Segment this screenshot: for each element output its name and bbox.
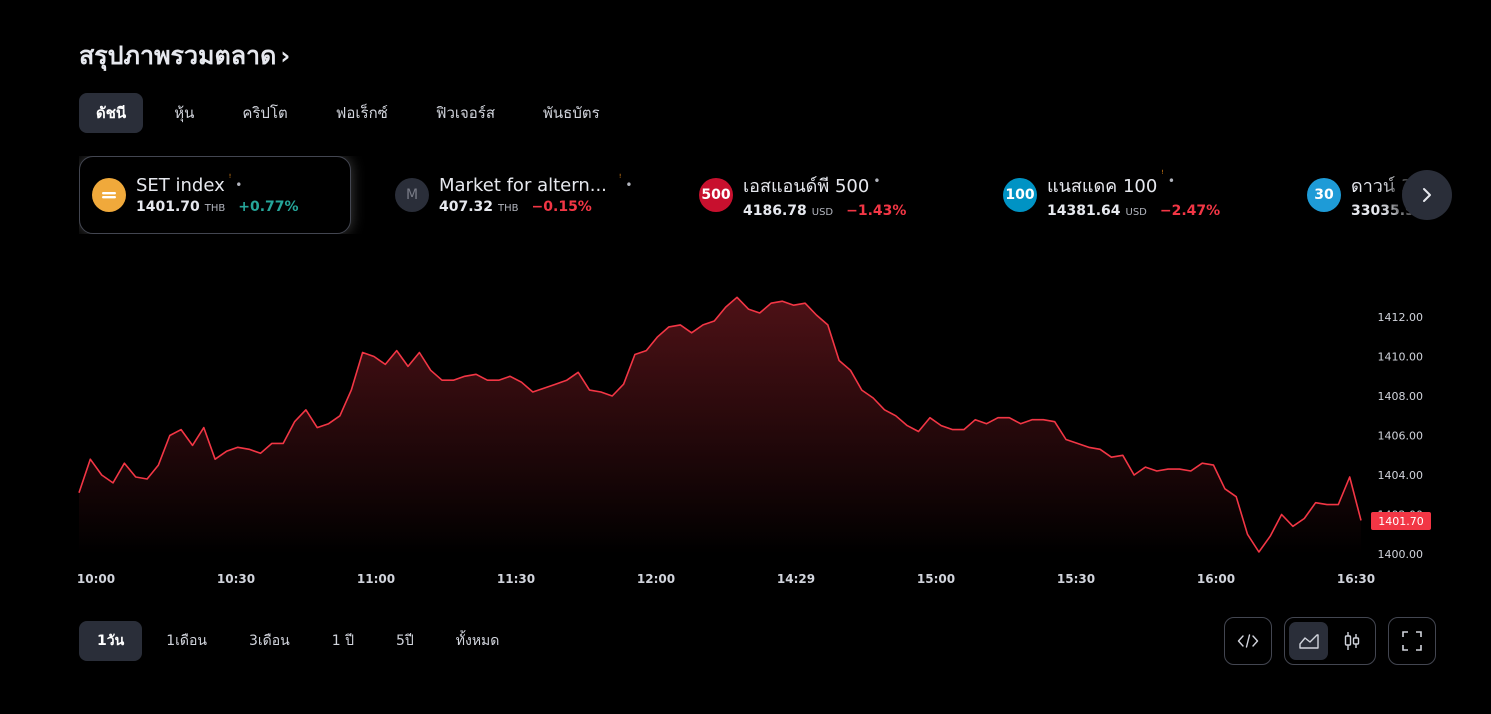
page-title-text: สรุปภาพรวมตลาด: [79, 41, 277, 70]
delayed-flag-icon: ꜝ: [1161, 169, 1164, 180]
range-all[interactable]: ทั้งหมด: [455, 633, 500, 649]
x-tick-label: 15:00: [917, 572, 955, 586]
range-5y[interactable]: 5ปี: [395, 633, 414, 649]
delayed-flag-icon: ꜝ: [228, 173, 232, 184]
chart-price-line: [78, 296, 1362, 553]
ticker-name: เอสแอนด์พี 500: [743, 176, 870, 197]
last-price-label: 1401.70: [1371, 512, 1431, 530]
x-tick-label: 10:30: [217, 572, 255, 586]
ticker-currency: THB: [204, 203, 226, 214]
ticker-card-spx[interactable]: 500 เอสแอนด์พี 500 • 4186.78 USD −1.43%: [687, 156, 959, 234]
delayed-flag-icon: ꜝ: [618, 173, 622, 184]
fullscreen-icon: [1402, 631, 1422, 651]
ticker-currency: THB: [498, 203, 519, 214]
ticker-change: +0.77%: [238, 199, 299, 215]
x-tick-label: 12:00: [637, 572, 675, 586]
chevron-right-icon: [1423, 188, 1431, 202]
ticker-card-ndx[interactable]: 100 แนสแดค 100 ꜝ • 14381.64 USD −2.47%: [991, 156, 1263, 234]
tab-indices[interactable]: ดัชนี: [79, 93, 144, 133]
y-tick-label: 1410.00: [1378, 351, 1424, 364]
area-chart-icon: [1298, 634, 1319, 649]
range-1d[interactable]: 1วัน: [79, 621, 143, 661]
category-tabs: ดัชนี หุ้น คริปโต ฟอเร็กซ์ ฟิวเจอร์ส พัน…: [79, 93, 631, 133]
ticker-price: 4186.78: [743, 203, 807, 219]
tab-stocks[interactable]: หุ้น: [174, 104, 195, 122]
ndx-logo-icon: 100: [1003, 178, 1037, 212]
chevron-right-icon: ›: [280, 42, 291, 70]
ticker-name: SET index: [136, 175, 225, 196]
last-price-text: 1401.70: [1378, 515, 1424, 528]
x-tick-label: 11:30: [497, 572, 535, 586]
market-status-icon: •: [235, 178, 243, 192]
spx-logo-icon: 500: [699, 178, 733, 212]
x-tick-label: 16:00: [1197, 572, 1235, 586]
ticker-name: แนสแดค 100: [1047, 176, 1158, 197]
ticker-change: −1.43%: [846, 203, 907, 219]
carousel-next-button[interactable]: [1402, 170, 1452, 220]
ticker-price: 407.32: [439, 199, 494, 215]
area-chart-button[interactable]: [1289, 622, 1328, 660]
range-tabs: 1วัน 1เดือน 3เดือน 1 ปี 5ปี ทั้งหมด: [79, 621, 523, 661]
range-1m[interactable]: 1เดือน: [166, 633, 207, 649]
mai-logo-icon: M: [395, 178, 429, 212]
ticker-price: 14381.64: [1047, 203, 1121, 219]
range-1y[interactable]: 1 ปี: [331, 633, 354, 649]
set-logo-icon: [92, 178, 126, 212]
ticker-name: Market for altern...: [439, 175, 607, 196]
code-icon: [1237, 634, 1259, 648]
y-tick-label: 1400.00: [1378, 548, 1424, 561]
ticker-carousel: SET index ꜝ • 1401.70 THB +0.77% M Marke…: [79, 156, 1429, 234]
ticker-change: −0.15%: [531, 199, 592, 215]
ticker-price: 1401.70: [136, 199, 200, 215]
candlestick-icon: [1344, 632, 1359, 650]
x-tick-label: 10:00: [77, 572, 115, 586]
ticker-currency: USD: [1125, 207, 1147, 218]
page-title[interactable]: สรุปภาพรวมตลาด ›: [79, 36, 290, 76]
tab-futures[interactable]: ฟิวเจอร์ส: [435, 104, 496, 122]
fullscreen-button[interactable]: [1388, 617, 1436, 665]
candlestick-chart-button[interactable]: [1332, 622, 1371, 660]
y-tick-label: 1408.00: [1378, 390, 1424, 403]
ticker-change: −2.47%: [1159, 203, 1221, 219]
market-status-icon: •: [1167, 174, 1175, 188]
x-tick-label: 14:29: [777, 572, 815, 586]
last-price-badge: [1371, 512, 1431, 530]
market-status-icon: •: [873, 174, 881, 188]
y-tick-label: 1412.00: [1378, 311, 1424, 324]
range-3m[interactable]: 3เดือน: [248, 633, 290, 649]
y-tick-label: 1406.00: [1378, 430, 1424, 443]
x-tick-label: 15:30: [1057, 572, 1095, 586]
dji-logo-icon: 30: [1307, 178, 1341, 212]
ticker-currency: USD: [811, 207, 834, 218]
chart-area-fill: [79, 297, 1361, 554]
embed-button[interactable]: [1224, 617, 1272, 665]
tab-bonds[interactable]: พันธบัตร: [543, 104, 600, 122]
chart-type-toggle: [1284, 617, 1376, 665]
tab-crypto[interactable]: คริปโต: [242, 104, 288, 122]
x-tick-label: 11:00: [357, 572, 395, 586]
ticker-card-set[interactable]: SET index ꜝ • 1401.70 THB +0.77%: [79, 156, 351, 234]
y-tick-label: 1404.00: [1378, 469, 1424, 482]
market-status-icon: •: [625, 178, 633, 192]
x-tick-label: 16:30: [1337, 572, 1375, 586]
x-axis: 10:00 10:30 11:00 11:30 12:00 14:29 15:00 15:30…: [77, 572, 1375, 586]
ticker-card-mai[interactable]: M Market for altern... ꜝ • 407.32 THB −0…: [383, 156, 655, 234]
tab-forex[interactable]: ฟอเร็กซ์: [335, 104, 388, 122]
